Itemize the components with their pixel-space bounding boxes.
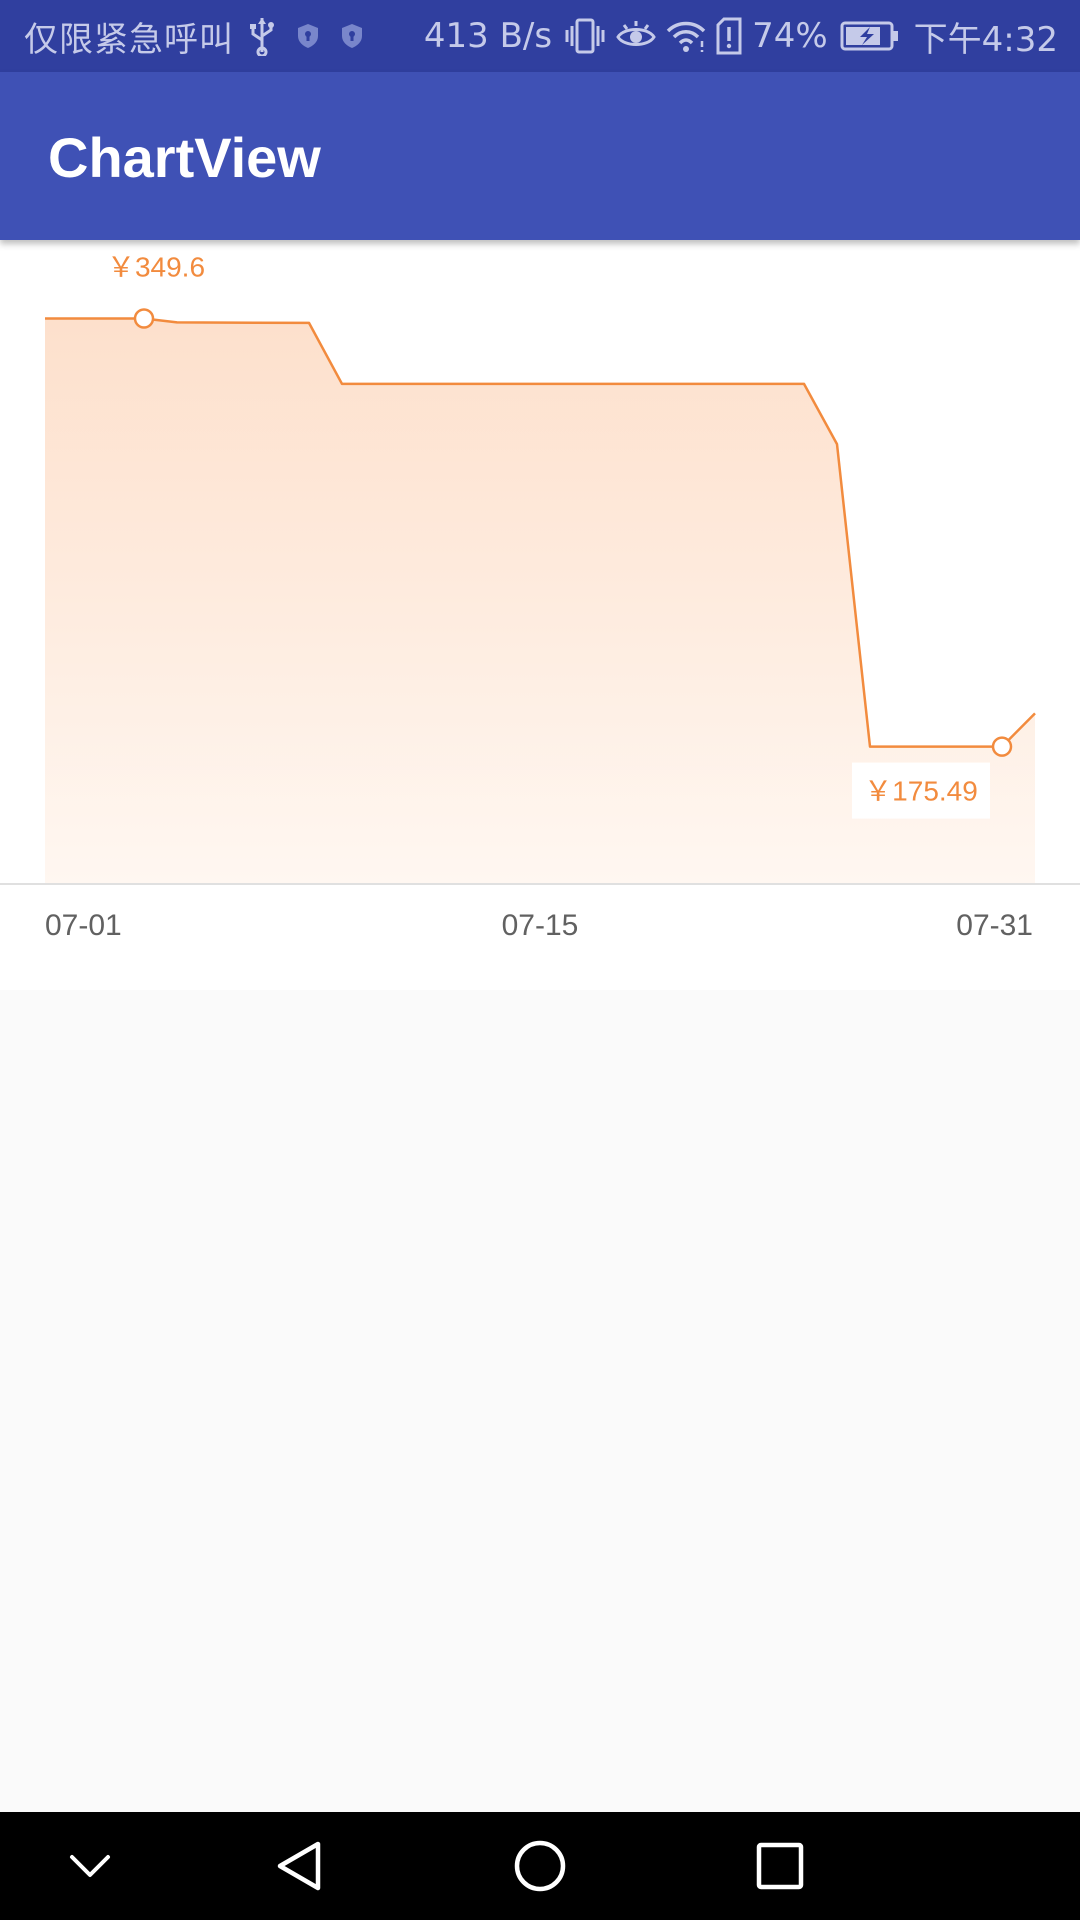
x-tick-label: 07-31: [956, 909, 1033, 942]
navigation-bar: [0, 1812, 1080, 1920]
price-area-fill: [45, 318, 1035, 883]
x-tick-label: 07-15: [502, 909, 579, 942]
max-price-label: ￥349.6: [107, 252, 205, 283]
home-icon[interactable]: [500, 1826, 580, 1906]
usb-icon: [248, 16, 276, 56]
network-speed: 413 B/s: [423, 16, 553, 56]
sim-alert-icon: [716, 17, 742, 55]
vibrate-icon: [564, 16, 606, 56]
clock: 下午4:32: [913, 19, 1058, 60]
price-chart[interactable]: 07-01 07-15 07-31 ￥349.6 ￥175.49: [0, 240, 1080, 990]
x-tick-label: 07-01: [45, 909, 122, 942]
status-bar-left: 仅限紧急呼叫: [24, 0, 384, 72]
hide-keyboard-icon[interactable]: [50, 1826, 130, 1906]
max-price-marker[interactable]: [133, 308, 155, 329]
battery-charging-icon: [840, 21, 900, 51]
app-title: ChartView: [48, 126, 321, 189]
min-price-marker[interactable]: [991, 736, 1013, 757]
eye-icon: [616, 19, 656, 53]
price-line: [45, 317, 1036, 748]
shield-icon: [340, 22, 364, 50]
min-price-label: ￥175.49: [864, 776, 978, 807]
status-bar-right: 413 B/s: [424, 0, 1058, 72]
carrier-text: 仅限紧急呼叫: [24, 19, 234, 60]
shield-icon: [296, 22, 320, 50]
back-icon[interactable]: [260, 1826, 340, 1906]
min-price-label-box: [852, 762, 990, 819]
battery-percent: 74%: [752, 16, 828, 56]
recents-icon[interactable]: [740, 1826, 820, 1906]
chart-panel: 07-01 07-15 07-31 ￥349.6 ￥175.49: [0, 240, 1080, 990]
app-bar: ChartView: [0, 72, 1080, 240]
wifi-icon: [666, 19, 706, 53]
status-bar: 仅限紧急呼叫 413 B/s: [0, 0, 1080, 72]
